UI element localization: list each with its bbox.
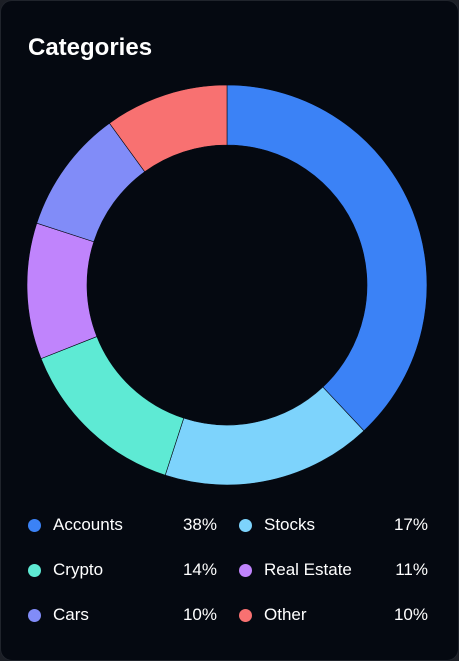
legend-value: 11% [395, 560, 428, 579]
legend-value: 17% [393, 515, 428, 534]
chart-legend: Accounts 38% Stocks 17% Crypto 14% Real … [28, 515, 428, 625]
legend-value: 38% [182, 515, 217, 534]
legend-label: Cars [53, 605, 89, 624]
legend-swatch [28, 563, 41, 577]
donut-slice-accounts[interactable] [226, 84, 428, 432]
legend-swatch [28, 608, 41, 622]
legend-label: Other [264, 605, 307, 624]
donut-slice-crypto[interactable] [40, 336, 185, 476]
legend-swatch [239, 608, 252, 622]
donut-slice-other[interactable] [109, 84, 228, 173]
legend-item-stocks[interactable]: Stocks 17% [239, 515, 428, 535]
legend-value: 10% [182, 605, 217, 624]
legend-swatch [239, 563, 252, 577]
legend-label: Crypto [53, 560, 104, 579]
legend-swatch [28, 518, 41, 532]
legend-item-real-estate[interactable]: Real Estate 11% [239, 560, 428, 580]
legend-swatch [239, 518, 252, 532]
legend-item-cars[interactable]: Cars 10% [28, 605, 217, 625]
legend-label: Stocks [264, 515, 316, 534]
legend-value: 14% [182, 560, 217, 579]
legend-item-other[interactable]: Other 10% [239, 605, 428, 625]
legend-item-accounts[interactable]: Accounts 38% [28, 515, 217, 535]
legend-item-crypto[interactable]: Crypto 14% [28, 560, 217, 580]
legend-label: Real Estate [264, 560, 352, 579]
legend-label: Accounts [53, 515, 123, 534]
legend-value: 10% [393, 605, 428, 624]
donut-chart [26, 84, 428, 486]
card-title: Categories [28, 34, 153, 61]
donut-slice-stocks[interactable] [164, 386, 365, 486]
donut-slice-real-estate[interactable] [26, 222, 98, 360]
